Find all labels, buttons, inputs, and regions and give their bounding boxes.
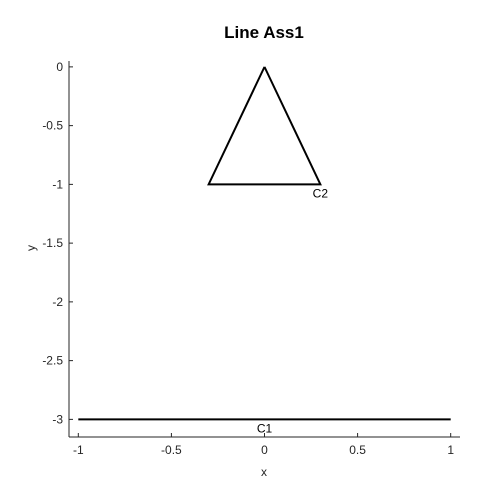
y-tick-label: 0 bbox=[56, 60, 63, 74]
x-axis-label: x bbox=[261, 465, 267, 479]
y-tick-label: -0.5 bbox=[42, 119, 63, 133]
y-tick-label: -3 bbox=[52, 412, 63, 426]
y-axis-label: y bbox=[24, 245, 38, 251]
x-tick-label: 1 bbox=[447, 443, 454, 457]
y-tick-label: -2.5 bbox=[42, 354, 63, 368]
annotation-label: C2 bbox=[313, 186, 329, 200]
axes: -1 -0.5 0 0.5 1 0 -0.5 -1 -1.5 -2 -2.5 -3 bbox=[42, 60, 460, 457]
x-tick-label: 0 bbox=[261, 443, 268, 457]
y-tick-label: -1 bbox=[52, 177, 63, 191]
x-tick-label: -0.5 bbox=[161, 443, 182, 457]
x-tick-label: -1 bbox=[73, 443, 84, 457]
x-tick-label: 0.5 bbox=[349, 443, 366, 457]
y-tick-label: -2 bbox=[52, 295, 63, 309]
y-tick-label: -1.5 bbox=[42, 236, 63, 250]
annotation-label: C1 bbox=[257, 421, 273, 435]
chart-title: Line Ass1 bbox=[224, 23, 304, 42]
plot-area: C1 C2 bbox=[78, 66, 451, 435]
series-line-2 bbox=[207, 66, 322, 186]
